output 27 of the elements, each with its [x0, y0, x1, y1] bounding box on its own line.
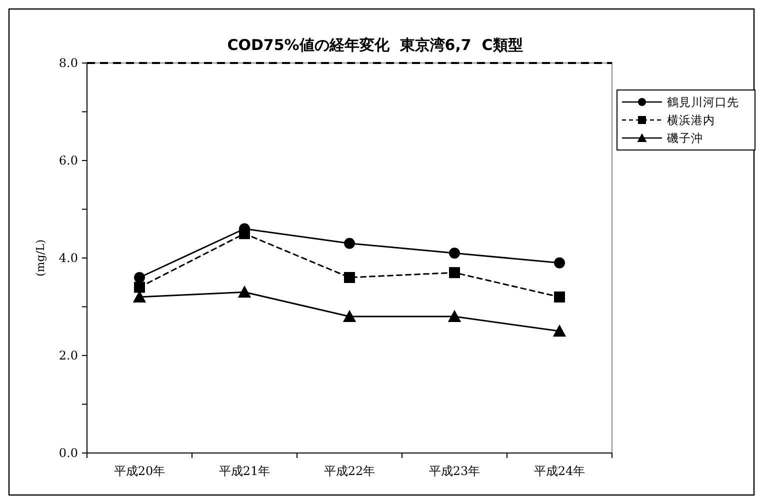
x-tick-label: 平成20年: [114, 464, 166, 478]
point: [449, 267, 460, 278]
point: [554, 257, 565, 268]
legend-label: 鶴見川河口先: [667, 95, 739, 109]
x-tick-label: 平成23年: [428, 464, 480, 478]
chart-title: COD75%値の経年変化 東京湾6,7 C類型: [227, 36, 523, 54]
x-tick-label: 平成21年: [218, 464, 270, 478]
point: [134, 282, 145, 293]
point: [238, 286, 252, 298]
y-tick-label: 0.0: [58, 446, 78, 460]
point: [342, 310, 356, 322]
y-tick-label: 6.0: [58, 154, 78, 168]
x-tick-label: 平成24年: [534, 464, 586, 478]
y-axis-title: (mg/L): [34, 239, 47, 277]
point: [448, 310, 462, 322]
y-tick-label: 4.0: [58, 251, 78, 265]
point: [134, 272, 145, 283]
point: [449, 248, 460, 259]
point: [554, 292, 565, 302]
y-tick-label: 2.0: [58, 348, 78, 362]
legend-label: 横浜港内: [667, 113, 715, 127]
point: [344, 272, 355, 283]
point: [344, 238, 355, 249]
point: [552, 324, 566, 337]
x-tick-label: 平成22年: [324, 464, 376, 478]
legend-label: 磯子沖: [666, 131, 703, 145]
y-tick-label: 8.0: [58, 56, 78, 70]
